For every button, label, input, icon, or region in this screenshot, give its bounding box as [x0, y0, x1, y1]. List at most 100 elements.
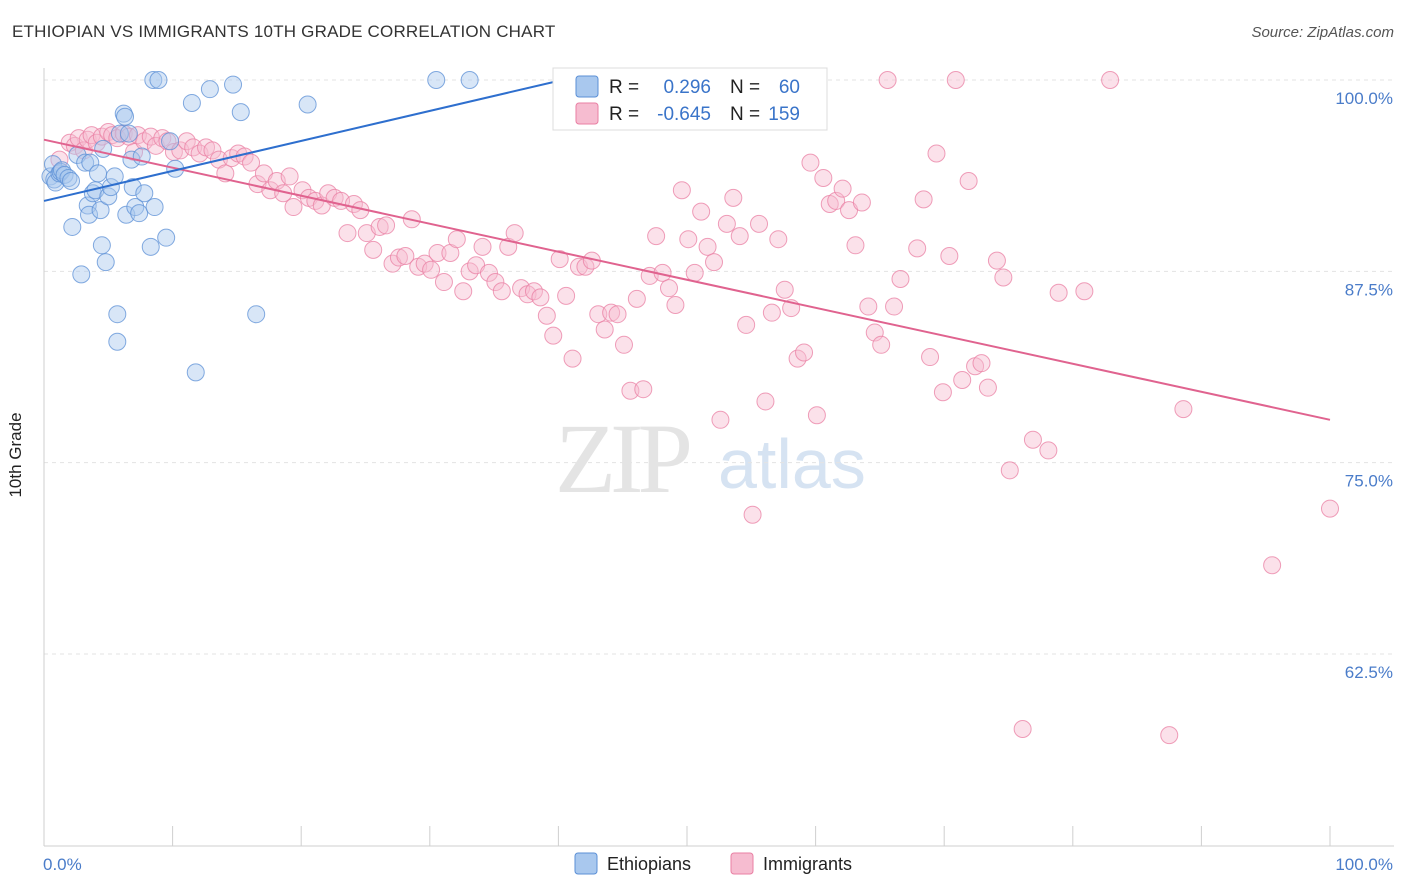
immigrants-point — [389, 248, 408, 267]
immigrants-point — [1174, 400, 1193, 419]
immigrants-point — [1000, 461, 1019, 480]
immigrants-point — [428, 243, 447, 262]
legend-box — [552, 67, 828, 131]
immigrants-point — [705, 253, 724, 272]
series-legend: Ethiopians Immigrants — [574, 852, 852, 875]
immigrants-point — [972, 354, 991, 373]
immigrants-trend-line — [43, 138, 1331, 421]
immigrants-point — [921, 348, 940, 367]
y-tick-labels: 100.0% 87.5% 75.0% 62.5% — [1335, 89, 1393, 682]
immigrants-point — [795, 343, 814, 362]
ethiopians-point — [149, 71, 168, 89]
ethiopians-point — [72, 265, 91, 284]
immigrants-point — [872, 335, 891, 354]
immigrants-point — [878, 71, 897, 89]
immigrants-point — [959, 172, 978, 191]
ethiopians-point — [135, 184, 154, 203]
legend-r-label-immigrants: R = — [609, 104, 639, 125]
immigrants-point — [1049, 283, 1068, 302]
immigrants-point — [846, 236, 865, 255]
immigrants-point — [434, 273, 453, 292]
immigrants-point — [762, 303, 781, 322]
immigrants-point — [927, 144, 946, 163]
immigrants-point — [486, 273, 505, 292]
immigrants-point — [1160, 726, 1179, 745]
immigrants-point — [621, 381, 640, 400]
ethiopians-point — [231, 103, 250, 122]
immigrants-point — [724, 188, 743, 207]
immigrants-point — [1101, 71, 1120, 89]
immigrants-point — [595, 320, 614, 339]
ethiopians-point — [427, 71, 446, 89]
watermark-zip: ZIP — [555, 403, 689, 514]
immigrants-point — [692, 202, 711, 221]
immigrants-point — [891, 269, 910, 288]
x-ticks — [172, 826, 1331, 846]
immigrants-point — [737, 315, 756, 334]
ethiopians-point — [117, 205, 136, 224]
immigrants-point — [479, 263, 498, 282]
immigrants-point — [492, 282, 511, 301]
immigrants-point — [627, 289, 646, 308]
immigrants-point — [946, 71, 965, 89]
immigrants-point — [659, 279, 678, 298]
immigrants-point — [1263, 556, 1282, 575]
ethiopians-point — [116, 107, 135, 126]
immigrants-point — [666, 296, 685, 315]
legend-r-label-ethiopians: R = — [609, 77, 639, 98]
immigrants-point — [672, 181, 691, 200]
legend-n-label-ethiopians: N = — [730, 77, 760, 98]
immigrants-point — [801, 153, 820, 172]
immigrants-point — [750, 214, 769, 233]
ethiopians-point — [59, 168, 78, 187]
series-legend-swatch-ethiopians — [574, 852, 598, 875]
immigrants-point — [1023, 430, 1042, 449]
ethiopians-point — [76, 153, 95, 172]
immigrants-point — [1321, 499, 1339, 518]
series-legend-label-immigrants: Immigrants — [763, 854, 852, 874]
ethiopians-point — [91, 201, 110, 220]
immigrants-point — [377, 216, 396, 235]
trend-lines — [43, 79, 1331, 421]
immigrants-point — [756, 392, 775, 411]
immigrants-point — [1013, 720, 1032, 739]
watermark: ZIP atlas — [555, 403, 866, 514]
ethiopians-point — [224, 75, 243, 94]
immigrants-point — [1039, 441, 1058, 460]
immigrants-point — [370, 217, 389, 236]
immigrants-point — [284, 198, 303, 217]
ethiopians-point — [119, 124, 138, 143]
immigrants-point — [364, 240, 383, 259]
immigrants-point — [679, 230, 698, 249]
immigrants-point — [135, 132, 154, 151]
immigrants-point — [940, 247, 959, 266]
immigrants-point — [807, 406, 826, 425]
ethiopians-point — [89, 164, 108, 183]
legend-n-value-immigrants: 159 — [768, 104, 800, 125]
immigrants-point — [608, 305, 627, 324]
ethiopians-point — [298, 95, 317, 114]
immigrants-point — [885, 297, 904, 316]
immigrants-point — [698, 237, 717, 256]
immigrants-point — [537, 306, 556, 325]
legend-n-value-ethiopians: 60 — [779, 77, 800, 98]
immigrants-point — [978, 378, 997, 397]
legend-r-value-immigrants: -0.645 — [657, 104, 711, 125]
immigrants-point — [933, 383, 952, 402]
immigrants-point — [914, 190, 933, 209]
ethiopians-point — [157, 228, 176, 247]
immigrants-point — [634, 380, 653, 399]
immigrants-point — [647, 227, 666, 246]
immigrants-point — [422, 260, 441, 279]
immigrants-point — [396, 247, 415, 266]
immigrants-point — [505, 224, 524, 243]
ethiopians-point — [145, 198, 164, 217]
immigrants-point — [589, 305, 608, 324]
source-credit: Source: ZipAtlas.com — [1251, 24, 1394, 41]
ethiopians-point — [108, 305, 127, 324]
stats-legend: R = 0.296 N = 60 R = -0.645 N = 159 — [552, 67, 828, 131]
immigrants-point — [833, 179, 852, 198]
immigrants-point — [769, 230, 788, 249]
immigrants-point — [141, 127, 160, 146]
